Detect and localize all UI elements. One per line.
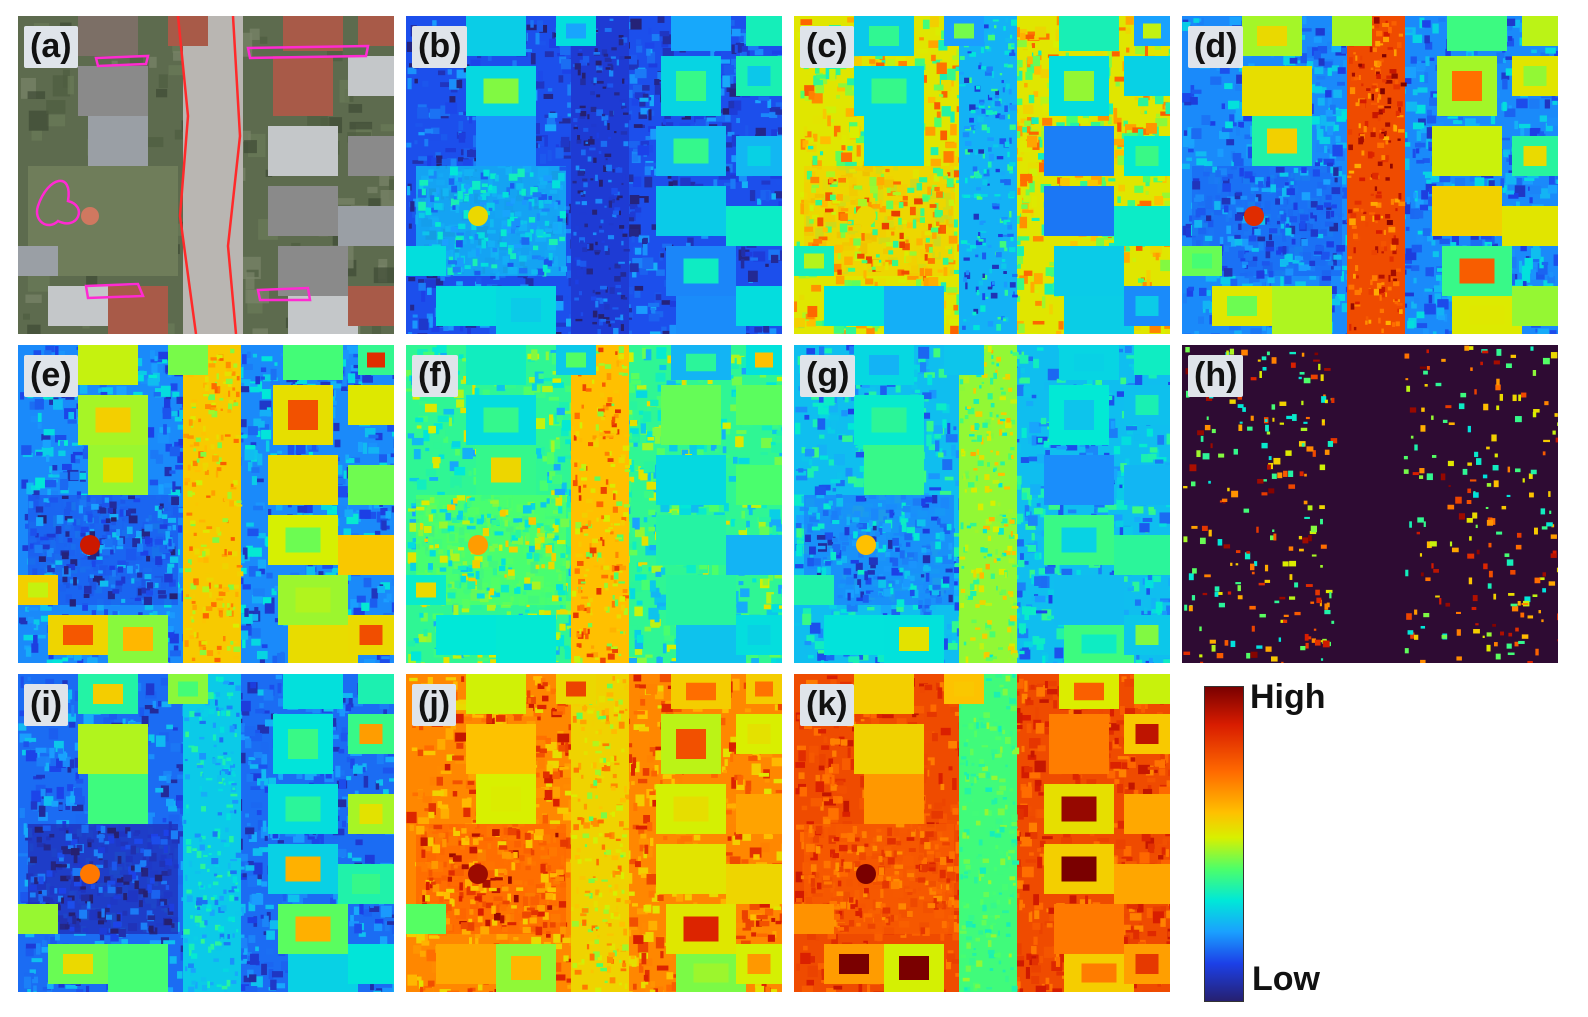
heatmap-image <box>794 345 1170 663</box>
heatmap-image <box>1182 16 1558 334</box>
panel-label: (f) <box>412 355 458 397</box>
heatmap-image <box>406 674 782 992</box>
panel-label: (c) <box>800 26 854 68</box>
panel-a: (a) <box>18 16 394 334</box>
heatmap-image <box>794 674 1170 992</box>
panel-h: (h) <box>1182 345 1558 663</box>
heatmap-image <box>1182 345 1558 663</box>
panel-label: (g) <box>800 355 856 397</box>
panel-label: (e) <box>24 355 78 397</box>
heatmap-image <box>18 674 394 992</box>
panel-i: (i) <box>18 674 394 992</box>
panel-label: (i) <box>24 684 69 726</box>
heatmap-image <box>406 16 782 334</box>
heatmap-image <box>794 16 1170 334</box>
panel-g: (g) <box>794 345 1170 663</box>
panel-c: (c) <box>794 16 1170 334</box>
panel-label: (d) <box>1188 26 1244 68</box>
heatmap-image <box>406 345 782 663</box>
panel-j: (j) <box>406 674 782 992</box>
panel-label: (k) <box>800 684 854 726</box>
aerial-photo <box>18 16 394 334</box>
panel-b: (b) <box>406 16 782 334</box>
heatmap-image <box>18 345 394 663</box>
colorbar <box>1204 686 1244 1002</box>
panel-e: (e) <box>18 345 394 663</box>
panel-label: (a) <box>24 26 78 68</box>
panel-d: (d) <box>1182 16 1558 334</box>
panel-label: (b) <box>412 26 468 68</box>
colorbar-low-label: Low <box>1252 960 1320 998</box>
panel-label: (j) <box>412 684 457 726</box>
panel-k: (k) <box>794 674 1170 992</box>
panel-f: (f) <box>406 345 782 663</box>
panel-label: (h) <box>1188 355 1244 397</box>
colorbar-high-label: High <box>1250 678 1326 716</box>
